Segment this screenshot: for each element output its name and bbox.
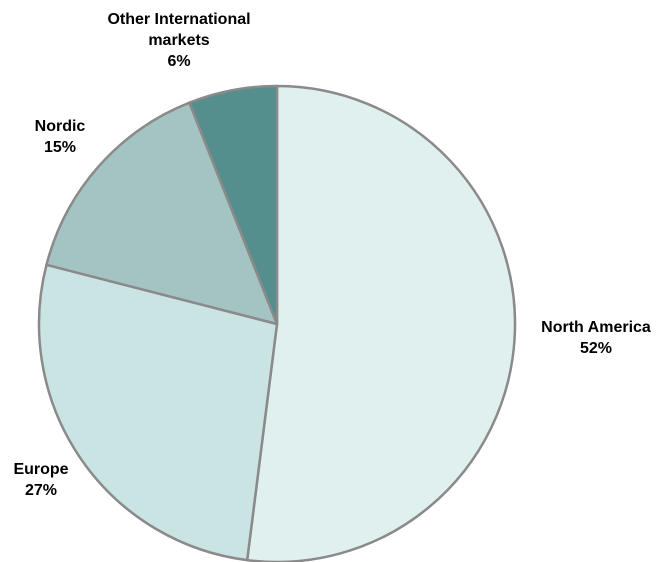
- slice-label-other-international-markets: Other International markets 6%: [107, 11, 250, 70]
- slice-name: markets: [148, 32, 209, 49]
- pie-slice-other-international-markets: [188, 84, 279, 326]
- slice-name: Nordic: [35, 118, 86, 135]
- slice-label-nordic: Nordic 15%: [35, 118, 86, 156]
- slice-percent: 27%: [25, 482, 57, 499]
- slice-name: North America: [541, 319, 651, 336]
- slice-percent: 15%: [44, 139, 76, 156]
- slice-percent: 6%: [167, 53, 190, 70]
- pie-slice-nordic: [45, 101, 279, 326]
- pie-slice-north-america: [245, 84, 517, 562]
- pie-labels: North America 52% Europe 27% Nordic 15% Other …: [13, 11, 650, 499]
- slice-percent: 52%: [580, 340, 612, 357]
- slice-name: Europe: [13, 461, 68, 478]
- slice-label-europe: Europe 27%: [13, 461, 68, 499]
- slice-label-north-america: North America 52%: [541, 319, 651, 357]
- pie-slice-europe: [37, 263, 279, 562]
- pie-slices: [37, 84, 517, 562]
- slice-name: Other International: [107, 11, 250, 28]
